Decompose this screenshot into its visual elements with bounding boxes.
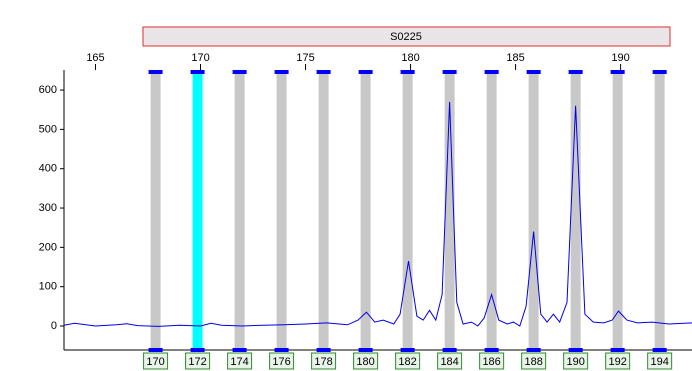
bin-label-box <box>605 352 631 370</box>
y-tick-label: 500 <box>39 123 57 135</box>
bin-bottom-marker <box>148 348 163 352</box>
bin <box>528 72 539 348</box>
bin-top-marker <box>316 70 331 74</box>
bin-top-marker <box>484 70 499 74</box>
bin-label-box <box>185 352 211 370</box>
bin-label-box <box>437 352 463 370</box>
bin <box>402 72 413 348</box>
bin-top-marker <box>232 70 247 74</box>
bin-bottom-marker <box>316 348 331 352</box>
bin-bottom-marker <box>400 348 415 352</box>
bin-bottom-marker <box>568 348 583 352</box>
bin-label-box <box>395 352 421 370</box>
y-tick-label: 400 <box>39 163 57 175</box>
bin-top-marker <box>568 70 583 74</box>
bin-label: 190 <box>566 356 584 368</box>
bin-bottom-marker <box>526 348 541 352</box>
bin-bottom-marker <box>358 348 373 352</box>
bin-bottom-marker <box>610 348 625 352</box>
bin-top-marker <box>274 70 289 74</box>
bin <box>612 72 623 348</box>
bin-label-box <box>479 352 505 370</box>
bin-bottom-marker <box>190 348 205 352</box>
bin-label: 174 <box>230 356 248 368</box>
bin-label-box <box>647 352 673 370</box>
bin-label-box <box>563 352 589 370</box>
bin-top-marker <box>652 70 667 74</box>
bin-label-box <box>353 352 379 370</box>
bin-bottom-marker <box>274 348 289 352</box>
bin-label-box <box>143 352 169 370</box>
x-tick-label: 175 <box>296 52 314 64</box>
bin-label-box <box>269 352 295 370</box>
bin-label: 180 <box>356 356 374 368</box>
bin-top-marker <box>400 70 415 74</box>
x-tick-label: 185 <box>506 52 524 64</box>
bin <box>192 72 203 348</box>
x-tick-label: 170 <box>191 52 209 64</box>
bin <box>318 72 329 348</box>
y-tick-label: 100 <box>39 281 57 293</box>
y-tick-label: 600 <box>39 84 57 96</box>
bin-top-marker <box>442 70 457 74</box>
bin-label: 172 <box>188 356 206 368</box>
y-tick-label: 0 <box>51 320 57 332</box>
bin-top-marker <box>526 70 541 74</box>
bin <box>654 72 665 348</box>
bin-bottom-marker <box>442 348 457 352</box>
bin-bottom-marker <box>652 348 667 352</box>
y-tick-label: 200 <box>39 241 57 253</box>
bin-label-box <box>227 352 253 370</box>
bin-label: 184 <box>440 356 458 368</box>
trace <box>63 101 692 327</box>
x-tick-label: 190 <box>611 52 629 64</box>
bin-label-box <box>311 352 337 370</box>
bin-label: 194 <box>650 356 668 368</box>
bin-label: 176 <box>272 356 290 368</box>
bin <box>486 72 497 348</box>
bin-label-box <box>521 352 547 370</box>
bin-bottom-marker <box>484 348 499 352</box>
bin <box>444 72 455 348</box>
bin <box>234 72 245 348</box>
x-tick-label: 180 <box>401 52 419 64</box>
x-tick-label: 165 <box>86 52 104 64</box>
bin-label: 182 <box>398 356 416 368</box>
bin-top-marker <box>148 70 163 74</box>
bin <box>150 72 161 348</box>
bin-label: 170 <box>146 356 164 368</box>
marker-box <box>142 26 671 47</box>
bin-bottom-marker <box>232 348 247 352</box>
bin-label: 192 <box>608 356 626 368</box>
bin <box>360 72 371 348</box>
y-tick-label: 300 <box>39 202 57 214</box>
bin-label: 186 <box>482 356 500 368</box>
bin-top-marker <box>190 70 205 74</box>
bin <box>276 72 287 348</box>
marker-name: S0225 <box>390 31 422 43</box>
bin-label: 178 <box>314 356 332 368</box>
bin-label: 188 <box>524 356 542 368</box>
bin-top-marker <box>358 70 373 74</box>
bin-top-marker <box>610 70 625 74</box>
bin <box>570 72 581 348</box>
